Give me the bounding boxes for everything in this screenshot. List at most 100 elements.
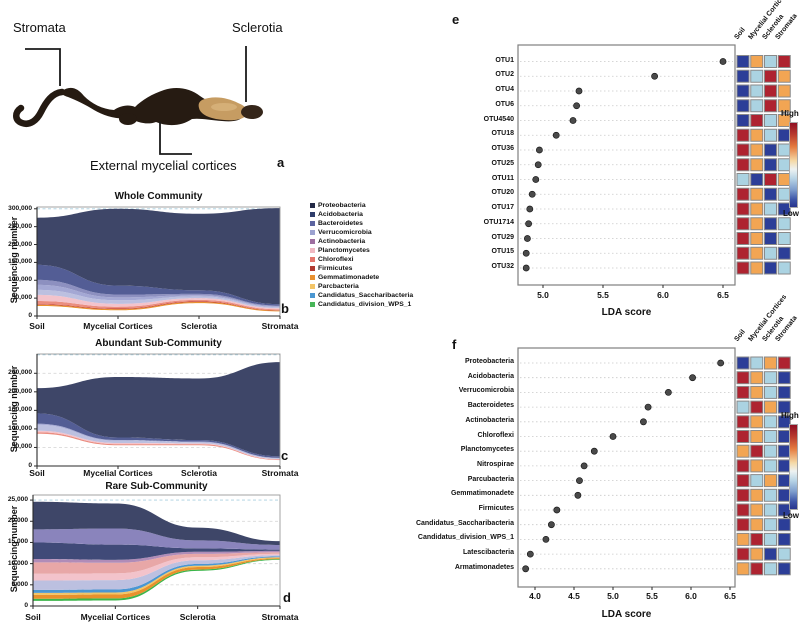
x-tick-label: 4.0 [529,591,541,601]
category-label: Mycelial Cortices [83,468,153,478]
panel-letter-e: e [452,12,460,27]
heat-cell [764,114,777,127]
lda-dot [575,87,583,95]
lda-dot [536,146,543,154]
legend-item: Actinobacteria [310,237,365,246]
legend-swatch-icon [310,203,315,208]
heat-cell [750,488,764,502]
heat-cell [750,356,764,370]
legend-label: Actinobacteria [318,238,366,245]
heat-cell [777,547,791,561]
y-tick-label: 5,000 [11,580,28,588]
heat-cell [736,415,750,429]
plot-frame [517,44,736,286]
label-stromata: Stromata [13,20,66,35]
lda-dot [525,220,532,228]
heat-cell [750,532,764,546]
x-tick-label: 4.5 [568,591,580,601]
area-layer-Acidobacteria [37,264,280,306]
area-layer-Chloroflexi [37,299,280,311]
heat-cell [777,55,791,68]
lda-dot [532,176,540,183]
heat-cell [750,474,764,488]
heat-cell [777,356,791,370]
category-label: Stromata [261,612,299,622]
heat-cell [750,518,764,532]
area-layer-Candidatus_division_WPS_1 [33,559,280,601]
heat-cell [736,356,750,370]
area-layer-Actinobacteria [33,550,280,563]
area-layer-Gemmatimonadete [33,558,280,599]
lda-dot [689,374,696,382]
cortices-pointer-line [159,122,192,155]
legend-item: Planctomycetes [310,246,370,255]
area-layer-Proteobacteria [37,208,280,305]
row-label: Chloroflexi [477,431,514,439]
lda-dot [651,72,658,80]
x-tick-label: 5.0 [537,290,549,300]
area-layer-Gemmatimonadete [37,302,280,312]
heat-cell [777,217,791,231]
heat-cell [736,84,750,98]
lda-dot [640,418,647,426]
legend-label: Gemmatimonadete [318,274,380,281]
y-tick-label: 50,000 [11,443,32,451]
heat-cell [736,562,750,576]
heat-cell [764,173,777,186]
row-label: OTU15 [491,248,514,256]
heat-cell [750,217,764,231]
y-tick-label: 50,000 [11,294,32,302]
y-tick-label: 25,000 [7,496,28,504]
chart-title-b: Whole Community [114,191,203,202]
row-label: Candidatus_Saccharibacteria [415,519,514,527]
heat-colorbar [789,424,798,510]
legend-item: Bacteroidetes [310,219,363,228]
area-layer-Verrucomicrobia [37,423,280,459]
legend-item: Firmicutes [310,264,352,273]
heat-cell [750,459,764,473]
legend-item: Chloroflexi [310,255,354,264]
row-label: Nitrospirae [477,460,514,468]
row-label: OTU4540 [483,115,514,123]
row-label: OTU2 [495,71,514,79]
y-tick-label: 150,000 [8,258,32,266]
heat-cell [736,503,750,517]
heat-cell [736,547,750,561]
area-chart-b [34,206,281,319]
heat-cell [764,532,777,546]
heat-cell [736,474,750,488]
panel-letter-c: c [281,448,289,463]
row-label: Parcubacteria [467,475,514,483]
panel-letter-b: b [281,301,289,316]
heat-cell [750,371,764,385]
legend-swatch-icon [310,275,315,280]
specimen-photo [13,46,263,155]
heat-cell [736,459,750,473]
y-tick-label: 0 [28,462,32,469]
heat-cell [750,385,764,399]
category-label: Soil [25,612,41,622]
heat-cell [736,55,750,68]
heat-cell [777,246,791,260]
x-tick-label: 6.0 [657,290,669,300]
heat-colorbar [789,122,798,208]
x-tick-label: 5.5 [646,591,658,601]
heat-cell [736,217,750,231]
area-layer-Actinobacteria [37,289,280,309]
legend-swatch-icon [310,302,315,307]
heat-cell [736,158,750,172]
heat-cell [764,232,777,245]
heat-cell [777,99,791,113]
heat-cell [750,173,764,186]
heat-cell [750,187,764,201]
area-layer-Bacteroidetes [37,279,280,307]
heat-cell [736,488,750,502]
row-label: OTU32 [491,263,514,270]
heat-cell [777,532,791,546]
heat-cell [750,562,764,576]
lda-dot [542,536,550,543]
y-tick-label: 150,000 [8,406,32,414]
area-chart-c [34,353,281,469]
heat-cell [764,217,777,231]
